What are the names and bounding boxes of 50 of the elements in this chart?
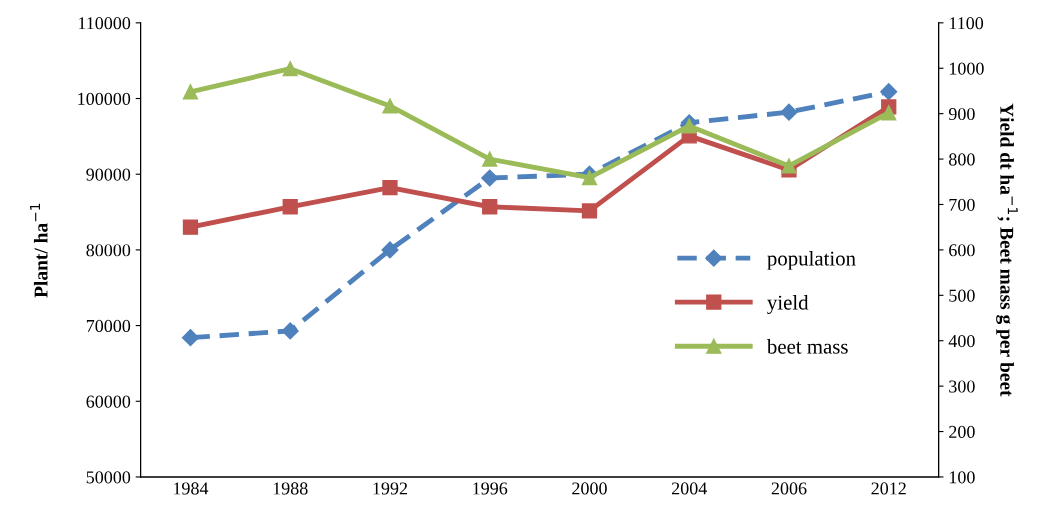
x-tick-label: 1988	[273, 482, 308, 495]
y-tick-label: 100000	[78, 92, 131, 105]
point	[382, 180, 398, 196]
point	[282, 199, 298, 215]
point	[381, 241, 399, 259]
y2-tick-label: 700	[949, 198, 975, 211]
point	[382, 98, 398, 114]
point	[482, 151, 498, 167]
x-tick-label: 1984	[173, 482, 209, 495]
point	[281, 322, 299, 340]
y-tick-label: 50000	[86, 471, 131, 484]
point	[880, 83, 898, 101]
x-tick-label: 1996	[473, 482, 508, 495]
y2-tick-label: 100	[949, 471, 975, 484]
point	[282, 61, 298, 77]
y-tick-label: 70000	[86, 319, 131, 333]
y-tick-label: 110000	[78, 17, 131, 30]
legend-label: yield	[767, 294, 809, 314]
point	[182, 219, 199, 235]
point	[481, 169, 499, 187]
y2-tick-label: 900	[948, 107, 975, 121]
point	[581, 203, 598, 219]
x-tick-label: 2004	[671, 482, 707, 495]
y-tick-label: 60000	[86, 395, 131, 408]
y2-axis-title: Yield dt ha$^{−1}$; Beet mass g per beet	[996, 103, 1018, 397]
legend-label: population	[767, 250, 856, 270]
x-tick-label: 2006	[771, 482, 807, 495]
point	[781, 158, 797, 174]
y2-tick-label: 500	[949, 289, 975, 302]
y-tick-label: 80000	[86, 244, 131, 257]
point	[881, 105, 897, 121]
y2-tick-label: 300	[949, 380, 975, 393]
point	[581, 170, 598, 186]
y2-tick-label: 1000	[949, 62, 984, 75]
y2-tick-label: 200	[949, 425, 975, 438]
y2-tick-label: 600	[949, 244, 975, 257]
y-tick-label: 90000	[86, 168, 131, 181]
x-tick-label: 1992	[373, 482, 408, 495]
point	[482, 199, 498, 215]
y2-tick-label: 1100	[949, 17, 984, 30]
y2-tick-label: 800	[949, 153, 975, 166]
y2-tick-label: 400	[948, 334, 975, 348]
point	[681, 118, 697, 134]
y-axis-title: Plant/ ha$^{−1}$	[30, 203, 48, 298]
legend-label: beet mass	[766, 339, 848, 354]
x-tick-label: 2000	[572, 482, 607, 495]
x-tick-label: 2012	[871, 482, 906, 495]
point	[181, 329, 200, 347]
point	[780, 103, 798, 121]
point	[182, 84, 199, 100]
